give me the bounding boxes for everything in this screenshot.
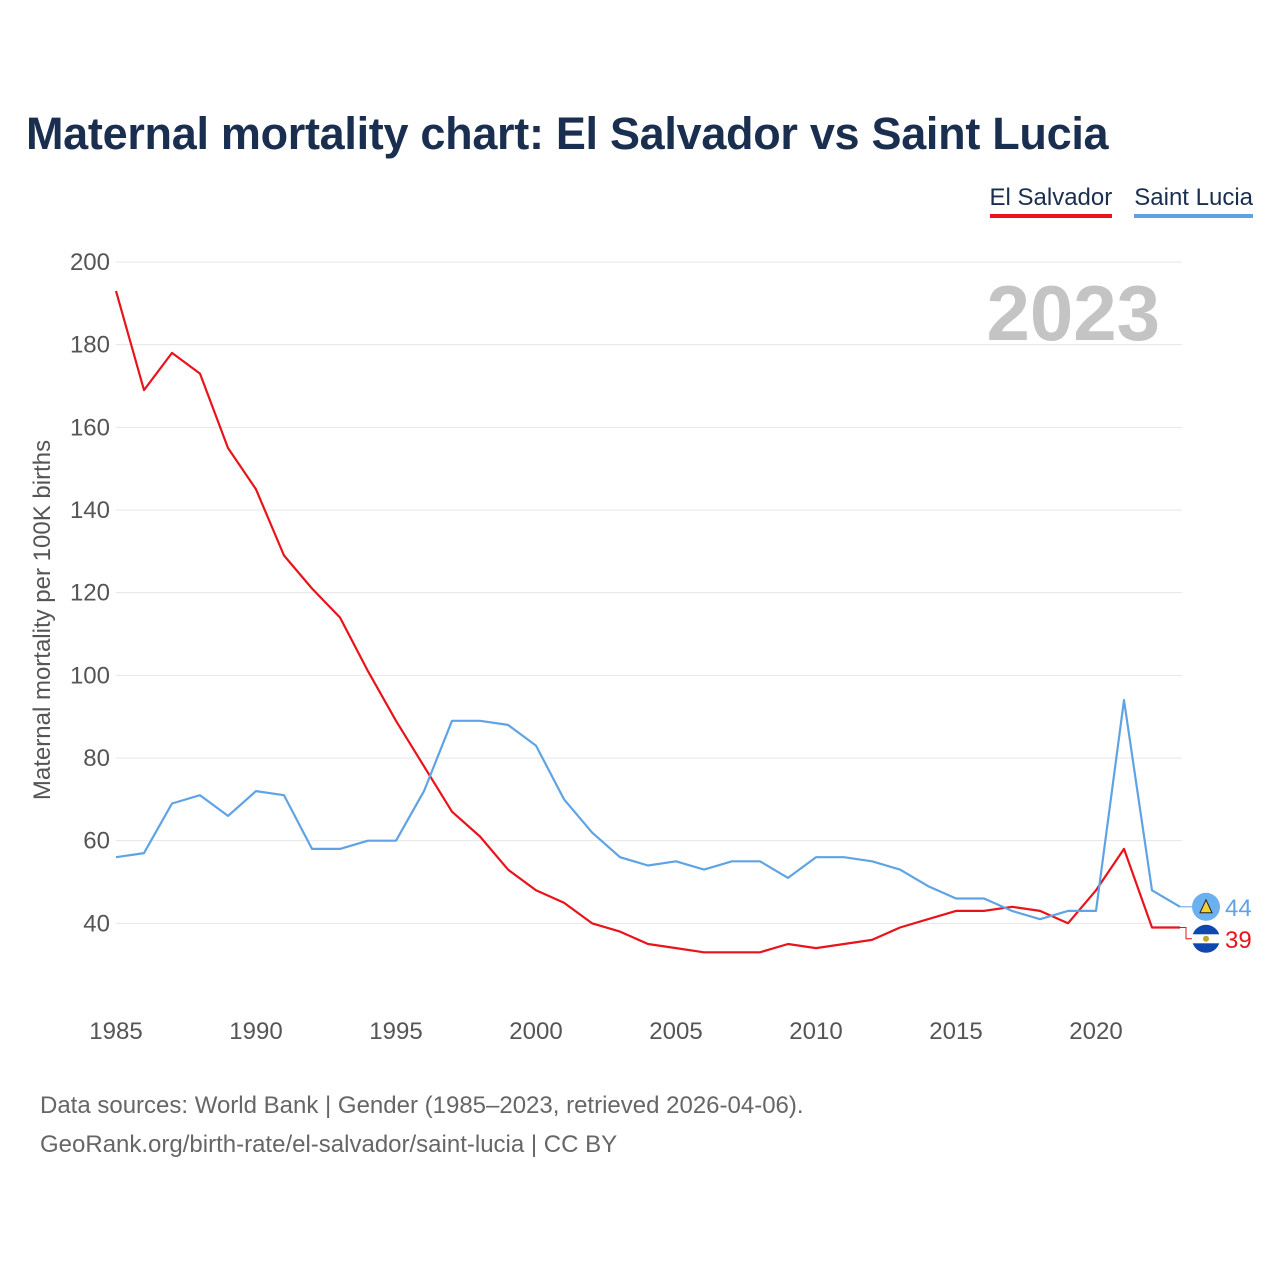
saint-lucia-flag-triangle — [1199, 898, 1213, 914]
legend: El Salvador Saint Lucia — [989, 184, 1253, 218]
y-tick-label-80: 80 — [83, 745, 110, 772]
legend-item-saint-lucia[interactable]: Saint Lucia — [1134, 184, 1253, 218]
end-value-label-saint-lucia: 44 — [1225, 895, 1252, 922]
y-tick-label-60: 60 — [83, 828, 110, 855]
x-tick-label-1990: 1990 — [229, 1018, 282, 1045]
y-tick-label-40: 40 — [83, 910, 110, 937]
el-salvador-flag-emblem — [1203, 935, 1209, 942]
legend-item-el-salvador[interactable]: El Salvador — [989, 184, 1113, 218]
series-line-el-salvador[interactable] — [114, 290, 1180, 954]
data-source-text: Data sources: World Bank | Gender (1985–… — [40, 1092, 804, 1119]
end-value-label-el-salvador: 39 — [1225, 927, 1252, 954]
x-tick-label-2005: 2005 — [649, 1018, 702, 1045]
x-tick-label-2010: 2010 — [789, 1018, 842, 1045]
y-tick-label-200: 200 — [70, 249, 110, 276]
source-link[interactable]: GeoRank.org/birth-rate/el-salvador/saint… — [40, 1131, 618, 1158]
chart-title: Maternal mortality chart: El Salvador vs… — [26, 108, 1109, 159]
footer: Data sources: World Bank | Gender (1985–… — [40, 1086, 804, 1164]
connector-el-salvador — [1180, 926, 1192, 940]
y-tick-label-120: 120 — [70, 580, 110, 607]
line-chart: 40 60 80 100 120 140 160 180 200 1985 1990 1995 2000… — [29, 249, 1252, 1045]
x-tick-label-1995: 1995 — [369, 1018, 422, 1045]
y-tick-label-180: 180 — [70, 332, 110, 359]
series-line-saint-lucia[interactable] — [115, 698, 1181, 921]
x-tick-label-1985: 1985 — [89, 1018, 142, 1045]
y-tick-label-100: 100 — [70, 662, 110, 689]
x-tick-label-2000: 2000 — [509, 1018, 562, 1045]
x-tick-label-2020: 2020 — [1069, 1018, 1122, 1045]
y-tick-label-140: 140 — [70, 497, 110, 524]
year-label: 2023 — [986, 269, 1160, 357]
y-tick-label-160: 160 — [70, 414, 110, 441]
y-axis-label: Maternal mortality per 100K births — [29, 440, 56, 800]
x-tick-label-2015: 2015 — [929, 1018, 982, 1045]
